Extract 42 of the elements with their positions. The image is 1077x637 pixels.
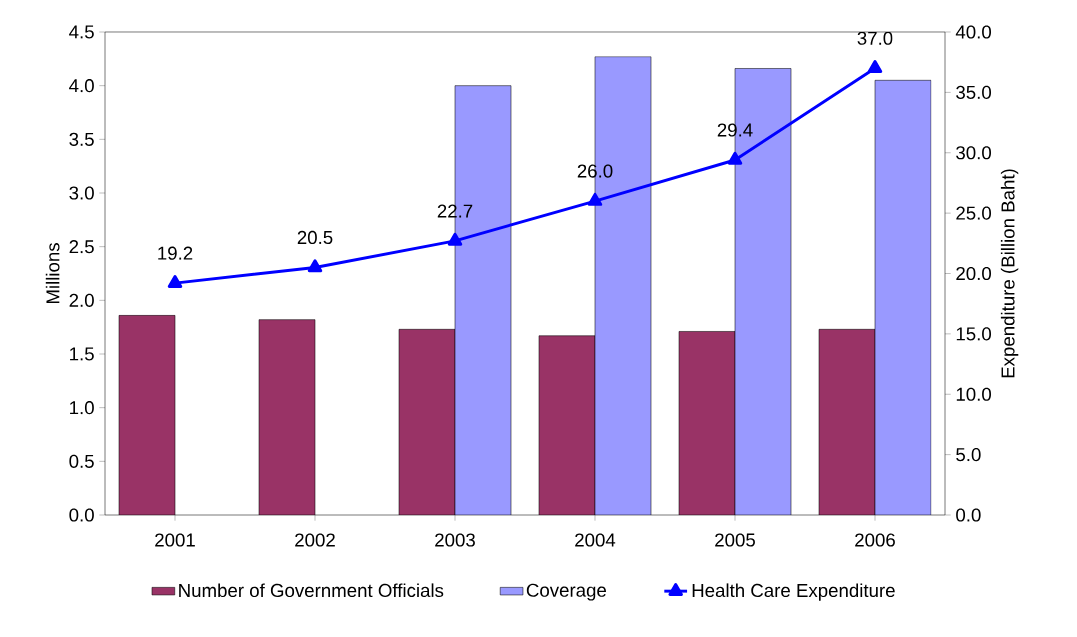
x-tick-label: 2005 <box>715 533 755 547</box>
y-tick-label: 3.0 <box>69 186 94 200</box>
data-label: 20.5 <box>297 230 333 245</box>
y2-tick-label: 5.0 <box>956 448 981 462</box>
x-tick-label: 2003 <box>435 533 475 547</box>
y-axis-title: Millions <box>45 243 60 304</box>
point <box>867 60 883 74</box>
y2-tick-label: 0.0 <box>956 508 981 522</box>
y2-tick-label: 15.0 <box>956 327 992 341</box>
y2-tick-label: 40.0 <box>955 25 992 39</box>
point <box>167 275 183 288</box>
data-label: 26.0 <box>577 164 613 178</box>
legend-label: Coverage <box>526 583 606 601</box>
data-label: 19.2 <box>158 246 193 260</box>
legend-label: Health Care Expenditure <box>692 583 895 601</box>
y2-tick-label: 35.0 <box>956 85 992 99</box>
y-tick-label: 4.0 <box>69 79 94 93</box>
y-tick-label: 2.5 <box>69 240 94 254</box>
y2-tick-label: 25.0 <box>956 206 992 220</box>
point <box>447 232 463 246</box>
y2-tick-label: 10.0 <box>956 387 992 401</box>
y-tick-label: 0.0 <box>69 508 94 522</box>
y2-tick-label: 30.0 <box>956 146 992 160</box>
point <box>727 151 743 165</box>
x-tick-label: 2001 <box>155 533 195 547</box>
y-tick-label: 1.0 <box>70 401 94 415</box>
point <box>307 259 323 273</box>
x-tick-label: 2006 <box>855 533 895 547</box>
data-label: 22.7 <box>437 204 473 218</box>
y-tick-label: 2.0 <box>69 293 94 307</box>
y-tick-label: 1.5 <box>70 347 94 361</box>
data-label: 29.4 <box>717 123 753 137</box>
x-tick-label: 2002 <box>295 533 335 547</box>
legend-label: Number of Government Officials <box>179 583 444 598</box>
y-tick-label: 0.5 <box>69 454 94 468</box>
y2-axis-title: Expenditure (Billion Baht) <box>1000 169 1019 378</box>
y-tick-label: 3.5 <box>69 132 94 146</box>
data-label: 37.0 <box>857 31 893 45</box>
x-tick-label: 2004 <box>575 533 616 547</box>
point <box>587 192 603 206</box>
y2-tick-label: 20.0 <box>956 266 992 281</box>
y-tick-label: 4.5 <box>69 25 94 39</box>
